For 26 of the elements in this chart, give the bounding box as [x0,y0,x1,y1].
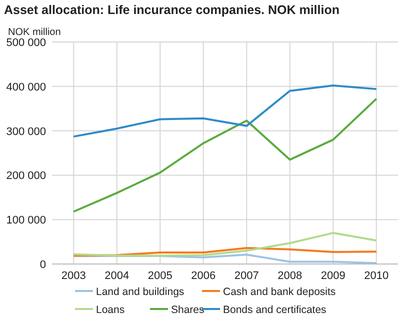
line-series [72,254,378,264]
y-tick-label: 300 000 [6,126,46,138]
legend-label: Bonds and certificates [223,304,326,316]
x-tick-label: 2008 [278,270,302,282]
x-tick-label: 2006 [191,270,216,282]
chart-title: Asset allocation: Life incurance companies. NOK million [4,3,340,17]
y-axis-title: NOK million [8,27,61,38]
legend-label: Land and buildings [96,286,184,298]
y-tick-label: 0 [40,259,46,271]
x-tick-label: 2009 [320,270,346,282]
y-tick-label: 400 000 [6,81,46,94]
legend-label: Shares [171,304,204,316]
x-tick-label: 2004 [104,270,130,282]
line-series [72,247,378,257]
x-tick-label: 2003 [61,270,86,282]
line-series [72,232,378,257]
legend-label: Cash and bank deposits [223,286,336,298]
line-series [72,84,378,138]
x-tick-label: 2007 [234,270,259,282]
y-tick-label: 200 000 [6,170,46,182]
x-tick-label: 2005 [148,270,172,282]
y-tick-label: 500 000 [6,37,46,49]
line-series [72,98,378,213]
y-tick-label: 100 000 [6,214,46,227]
x-tick-label: 2010 [364,270,389,282]
legend-label: Loans [96,304,125,316]
